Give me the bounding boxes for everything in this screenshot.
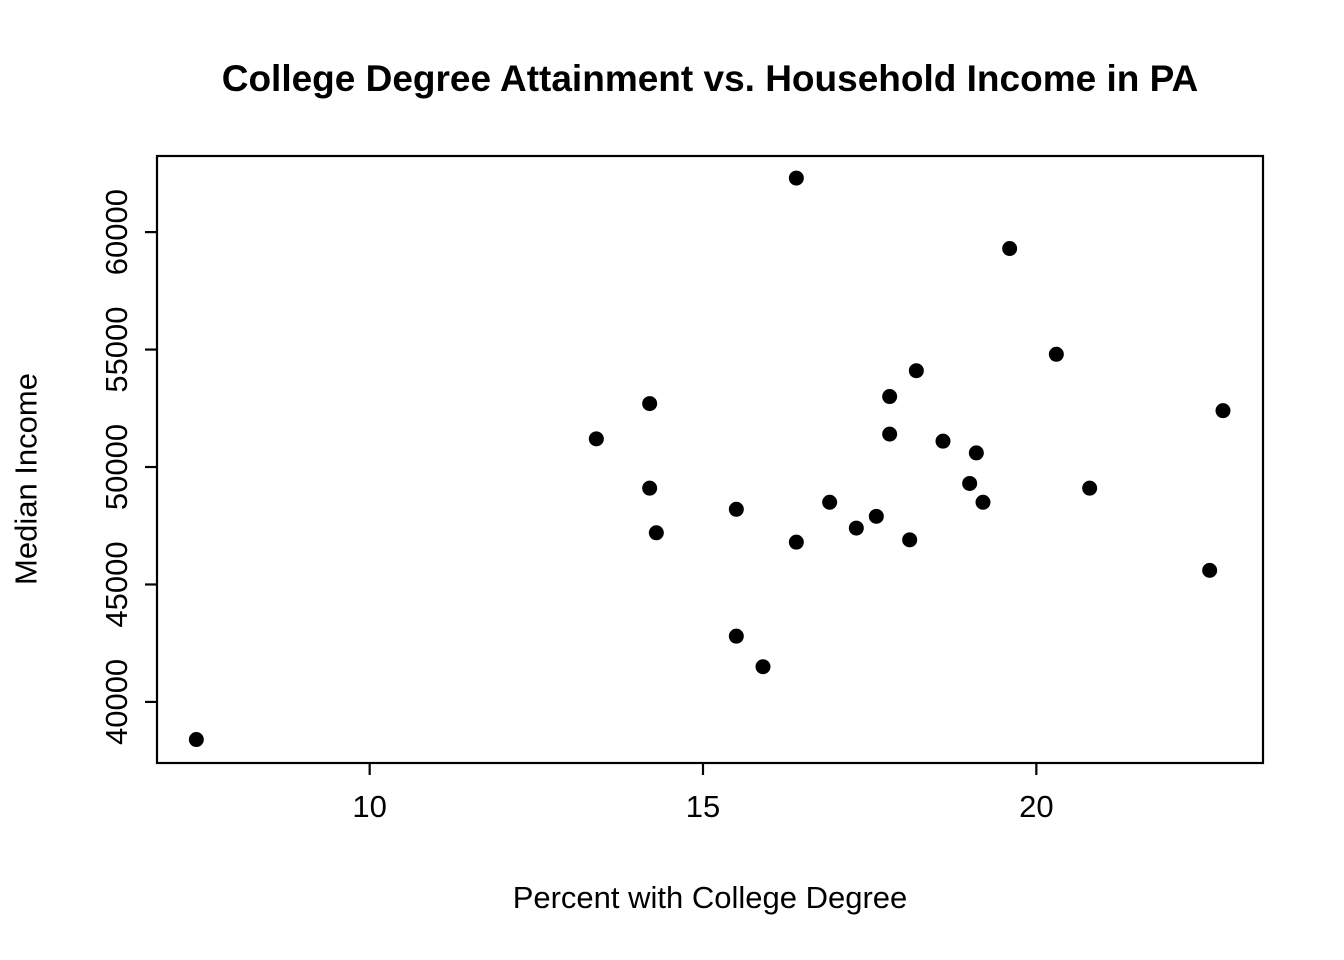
y-tick-label: 40000 — [99, 659, 134, 745]
data-point — [788, 170, 804, 186]
y-tick-label: 55000 — [99, 306, 134, 392]
plot-border — [155, 154, 1265, 765]
data-point — [908, 363, 924, 379]
data-point — [1082, 480, 1098, 496]
data-point — [1215, 403, 1231, 419]
x-tick-label: 10 — [352, 789, 386, 824]
data-point — [1048, 346, 1064, 362]
data-point — [642, 480, 658, 496]
y-tick-label: 45000 — [99, 541, 134, 627]
x-tick-label: 15 — [686, 789, 720, 824]
data-point — [882, 426, 898, 442]
data-point — [975, 494, 991, 510]
y-tick-label: 60000 — [99, 189, 134, 275]
data-point — [642, 396, 658, 412]
data-point — [848, 520, 864, 536]
data-point — [188, 732, 204, 748]
data-point — [648, 525, 664, 541]
chart-title: College Degree Attainment vs. Household … — [221, 58, 1199, 99]
x-tick-label: 20 — [1019, 789, 1053, 824]
data-point — [728, 501, 744, 517]
x-axis-label: Percent with College Degree — [512, 880, 908, 915]
data-point — [868, 508, 884, 524]
data-point — [822, 494, 838, 510]
data-point — [788, 534, 804, 550]
data-point — [1202, 562, 1218, 578]
data-point — [588, 431, 604, 447]
data-point — [728, 628, 744, 644]
data-point — [1002, 241, 1018, 257]
data-point — [962, 475, 978, 491]
data-point — [902, 532, 918, 548]
data-point — [968, 445, 984, 461]
data-point — [755, 659, 771, 675]
data-point — [935, 433, 951, 449]
y-tick-label: 50000 — [99, 424, 134, 510]
y-axis-label-text: Median Income — [8, 373, 44, 585]
data-point — [882, 389, 898, 405]
